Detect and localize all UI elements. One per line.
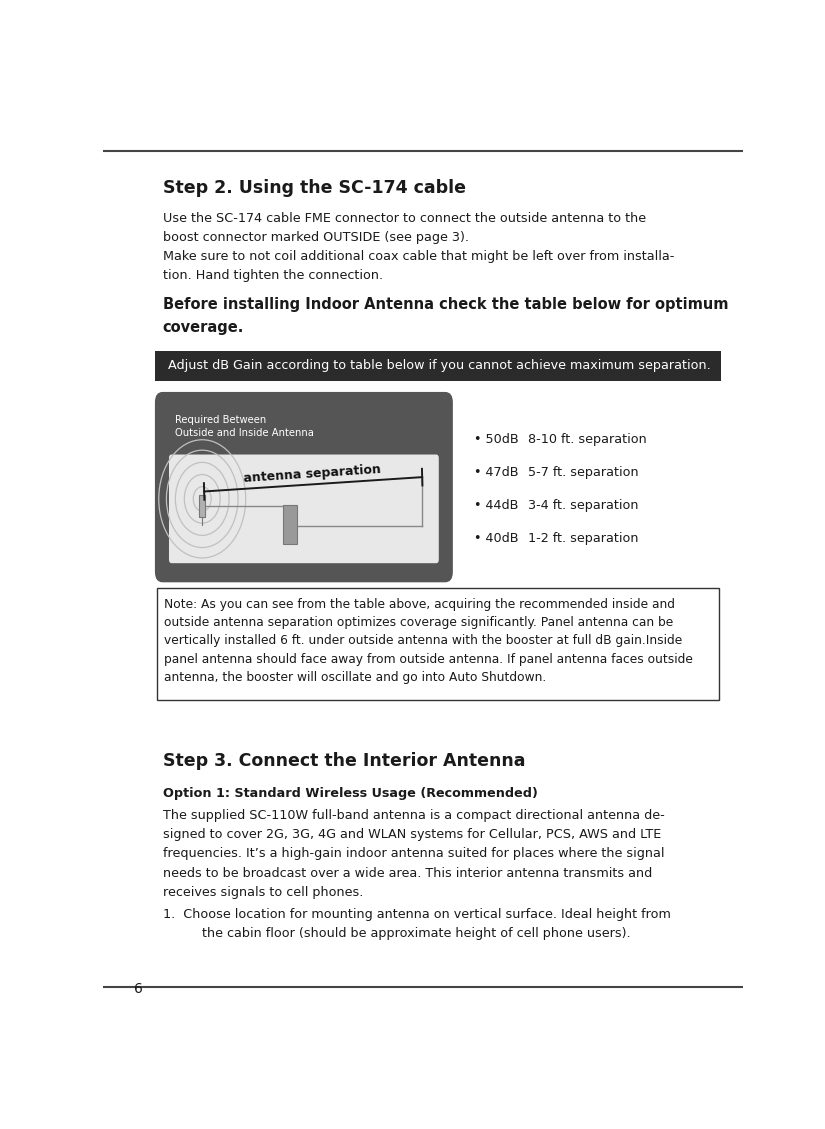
Text: Make sure to not coil additional coax cable that might be left over from install: Make sure to not coil additional coax ca… [163, 251, 674, 263]
Text: antenna separation: antenna separation [243, 463, 381, 485]
Text: signed to cover 2G, 3G, 4G and WLAN systems for Cellular, PCS, AWS and LTE: signed to cover 2G, 3G, 4G and WLAN syst… [163, 829, 661, 841]
Text: Step 2. Using the SC-174 cable: Step 2. Using the SC-174 cable [163, 178, 465, 196]
FancyBboxPatch shape [158, 587, 719, 700]
FancyBboxPatch shape [283, 505, 297, 544]
Text: 8-10 ft. separation: 8-10 ft. separation [528, 432, 647, 446]
Text: • 40dB: • 40dB [474, 532, 518, 545]
Text: frequencies. It’s a high-gain indoor antenna suited for places where the signal: frequencies. It’s a high-gain indoor ant… [163, 848, 664, 860]
Text: panel antenna should face away from outside antenna. If panel antenna faces outs: panel antenna should face away from outs… [164, 653, 693, 666]
Text: the cabin floor (should be approximate height of cell phone users).: the cabin floor (should be approximate h… [182, 927, 630, 940]
Text: • 47dB: • 47dB [474, 466, 518, 479]
Text: coverage.: coverage. [163, 320, 244, 335]
FancyBboxPatch shape [169, 455, 439, 563]
Text: • 50dB: • 50dB [474, 432, 519, 446]
FancyBboxPatch shape [155, 351, 721, 380]
FancyBboxPatch shape [155, 392, 453, 583]
Text: Use the SC-174 cable FME connector to connect the outside antenna to the: Use the SC-174 cable FME connector to co… [163, 212, 646, 225]
Text: outside antenna separation optimizes coverage significantly. Panel antenna can b: outside antenna separation optimizes cov… [164, 616, 673, 629]
Text: The supplied SC-110W full-band antenna is a compact directional antenna de-: The supplied SC-110W full-band antenna i… [163, 809, 664, 822]
Text: Adjust dB Gain according to table below if you cannot achieve maximum separation: Adjust dB Gain according to table below … [160, 359, 711, 373]
Text: 5-7 ft. separation: 5-7 ft. separation [528, 466, 639, 479]
FancyBboxPatch shape [199, 495, 205, 517]
Text: Outside and Inside Antenna: Outside and Inside Antenna [176, 428, 314, 438]
Text: receives signals to cell phones.: receives signals to cell phones. [163, 886, 363, 899]
Text: vertically installed 6 ft. under outside antenna with the booster at full dB gai: vertically installed 6 ft. under outside… [164, 634, 682, 647]
Text: Step 3. Connect the Interior Antenna: Step 3. Connect the Interior Antenna [163, 752, 525, 770]
Text: 3-4 ft. separation: 3-4 ft. separation [528, 499, 639, 511]
Text: Before installing Indoor Antenna check the table below for optimum: Before installing Indoor Antenna check t… [163, 297, 728, 313]
Text: 1-2 ft. separation: 1-2 ft. separation [528, 532, 639, 545]
Text: 6: 6 [134, 982, 143, 996]
Text: tion. Hand tighten the connection.: tion. Hand tighten the connection. [163, 270, 383, 282]
Text: needs to be broadcast over a wide area. This interior antenna transmits and: needs to be broadcast over a wide area. … [163, 867, 652, 879]
Text: Note: As you can see from the table above, acquiring the recommended inside and: Note: As you can see from the table abov… [164, 598, 675, 611]
Text: Required Between: Required Between [176, 414, 266, 425]
Text: boost connector marked OUTSIDE (see page 3).: boost connector marked OUTSIDE (see page… [163, 231, 469, 244]
Text: antenna, the booster will oscillate and go into Auto Shutdown.: antenna, the booster will oscillate and … [164, 671, 546, 684]
Text: 1.  Choose location for mounting antenna on vertical surface. Ideal height from: 1. Choose location for mounting antenna … [163, 909, 671, 921]
Text: Option 1: Standard Wireless Usage (Recommended): Option 1: Standard Wireless Usage (Recom… [163, 787, 537, 799]
Text: • 44dB: • 44dB [474, 499, 518, 511]
